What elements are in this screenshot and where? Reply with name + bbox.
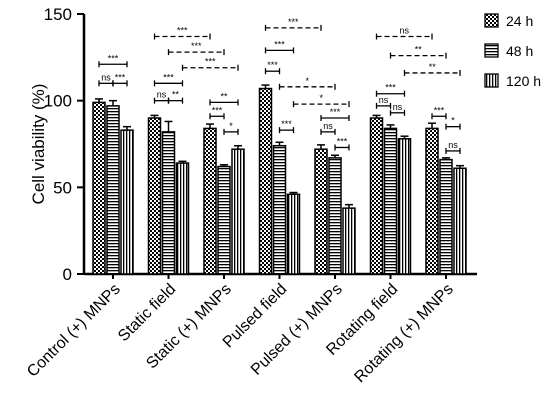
bar [272, 144, 287, 275]
legend: 24 h 48 h 120 h [484, 13, 541, 89]
significance-label: *** [163, 72, 174, 82]
significance-label: ns [323, 121, 333, 131]
significance-label: *** [115, 72, 126, 82]
bar [161, 131, 176, 275]
significance-label: ** [172, 90, 180, 100]
legend-label: 120 h [506, 73, 541, 89]
bar [106, 105, 120, 275]
bar [328, 157, 342, 275]
bar [175, 162, 190, 275]
legend-swatch [484, 43, 499, 58]
bar [217, 165, 231, 275]
significance-label: * [229, 121, 233, 131]
legend-swatch [484, 13, 499, 28]
y-tick-label: 50 [53, 178, 72, 197]
y-tick-label: 0 [63, 265, 72, 284]
bar [369, 117, 384, 275]
bar [397, 138, 412, 275]
significance-label: *** [274, 39, 285, 49]
significance-annotations: ***ns ***************ns ** ****************… [98, 17, 461, 154]
significance-label: *** [267, 60, 278, 70]
significance-label: *** [212, 105, 223, 115]
bar [147, 117, 162, 275]
significance-label: ** [415, 45, 423, 55]
bar [383, 127, 398, 275]
significance-label: *** [337, 136, 348, 146]
significance-label: *** [288, 17, 299, 27]
significance-label: * [319, 93, 323, 103]
bar [453, 167, 467, 275]
bar [342, 207, 356, 275]
legend-swatch [484, 73, 499, 88]
significance-label: ns [379, 95, 389, 105]
significance-label: *** [385, 83, 396, 93]
significance-label: *** [205, 57, 216, 67]
legend-label: 48 h [506, 43, 533, 59]
significance-label: ** [429, 62, 437, 72]
significance-label: *** [330, 107, 341, 117]
x-tick-label: Control (+) MNPs [24, 281, 124, 381]
bar [231, 148, 245, 275]
bar [425, 127, 439, 275]
y-tick-label: 150 [44, 5, 72, 24]
significance-label: *** [177, 26, 188, 36]
significance-label: ns [393, 102, 403, 112]
bar [314, 148, 328, 275]
bar [258, 87, 273, 275]
x-tick-label: Rotating (+) MNPs [351, 281, 456, 386]
y-axis-title: Cell viability (%) [29, 84, 48, 205]
bar [286, 193, 301, 275]
significance-label: ns [399, 26, 409, 36]
bar [92, 101, 106, 275]
bar-group [92, 84, 467, 275]
significance-label: * [305, 76, 309, 86]
significance-label: *** [281, 119, 292, 129]
significance-label: ** [220, 91, 228, 101]
significance-label: *** [108, 53, 119, 63]
significance-label: * [451, 116, 455, 126]
significance-label: ns [101, 72, 111, 82]
y-tick-label: 100 [44, 92, 72, 111]
bar [120, 129, 134, 275]
bar [439, 158, 453, 275]
significance-label: ns [448, 140, 458, 150]
legend-label: 24 h [506, 13, 533, 29]
bar [203, 127, 217, 275]
significance-label: *** [191, 41, 202, 51]
significance-label: *** [434, 105, 445, 115]
significance-label: ns [157, 90, 167, 100]
